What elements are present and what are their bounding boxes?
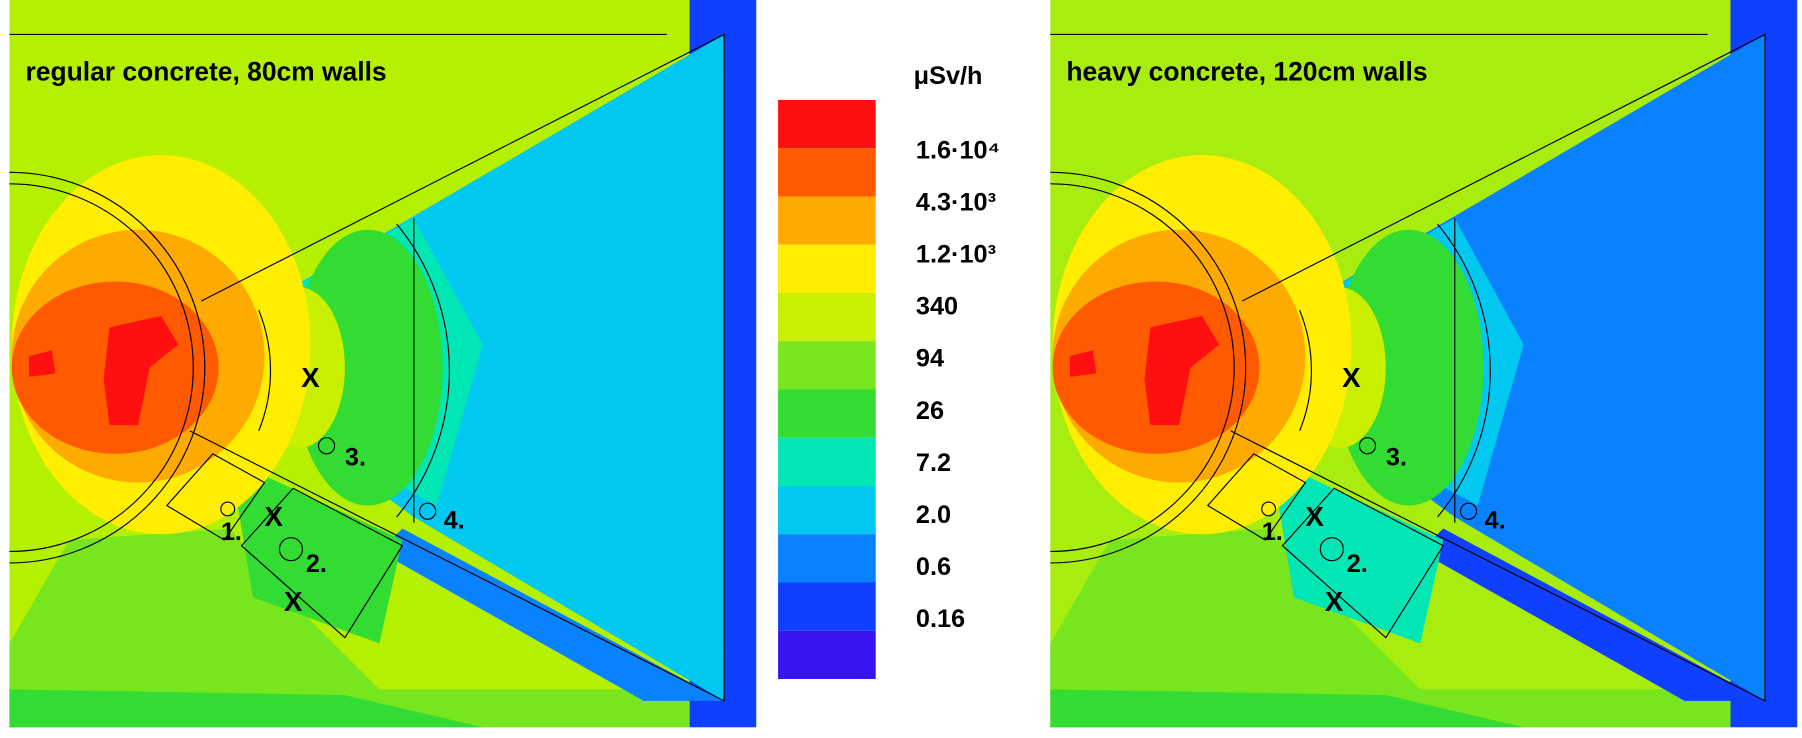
marker-label: 1. (1262, 518, 1283, 546)
marker-label: 2. (1347, 550, 1368, 578)
colorbar-band (778, 244, 876, 293)
wall (1230, 33, 1766, 702)
colorbar-label: 1.2·10³ (916, 241, 996, 269)
marker-label: 4. (1485, 506, 1506, 534)
region (9, 689, 483, 728)
marker-circle (1319, 537, 1344, 562)
region (28, 315, 179, 426)
wall (258, 309, 272, 432)
colorbar-band (778, 292, 876, 342)
colorbar-label: 0.16 (916, 605, 965, 633)
colorbar-band (778, 485, 876, 535)
marker-label: 3. (345, 443, 366, 471)
colorbar-label: 7.2 (916, 449, 951, 477)
x-label: X (1342, 362, 1361, 393)
wall (189, 33, 725, 702)
colorbar-label: 4.3·10³ (916, 189, 996, 217)
wall (165, 453, 266, 541)
wall (1050, 183, 1235, 553)
marker-label: 3. (1386, 443, 1407, 471)
wall (1206, 453, 1307, 541)
wall (1437, 223, 1491, 518)
colorbar-band (778, 534, 876, 583)
colorbar: μSv/h 1.6·10⁴ 4.3·10³ 1.2·10³ 340 94 26 7.2 2.0… (778, 62, 1000, 680)
colorbar-label: 1.6·10⁴ (916, 137, 1000, 165)
panel-title: heavy concrete, 120cm walls (1066, 56, 1427, 86)
colorbar-band (778, 99, 876, 149)
region (9, 528, 690, 728)
colorbar-label: 26 (916, 397, 944, 425)
region (230, 459, 403, 644)
dose-map: heavy concrete, 120cm walls X X X 1. 2. 3. 4. (1050, 0, 1798, 728)
colorbar-band (778, 389, 876, 438)
wall (396, 223, 450, 518)
region (1050, 528, 1731, 728)
colorbar-band (778, 582, 876, 631)
marker-circle (1261, 501, 1277, 517)
colorbar-label: 340 (916, 293, 958, 321)
wall (1281, 487, 1445, 639)
region (1334, 229, 1484, 506)
region (253, 34, 725, 701)
panel-title: regular concrete, 80cm walls (26, 56, 387, 86)
colorbar-band (778, 437, 876, 486)
x-label: X (284, 586, 303, 617)
marker-label: 1. (221, 518, 242, 546)
wall (240, 487, 404, 639)
wall (1299, 309, 1312, 432)
x-label: X (301, 362, 320, 393)
dose-map: regular concrete, 80cm walls X X X 1. 2. 3. 4. (9, 0, 757, 728)
colorbar-band (778, 148, 876, 197)
x-label: X (265, 501, 284, 532)
wall (9, 183, 194, 553)
wall (1050, 171, 1247, 564)
wall (9, 171, 206, 564)
marker-label: 2. (306, 550, 327, 578)
region (293, 229, 443, 506)
marker-label: 4. (444, 506, 465, 534)
region (1069, 315, 1220, 426)
x-label: X (1305, 501, 1324, 532)
marker-circle (317, 437, 336, 455)
region (1050, 689, 1524, 728)
region (1270, 459, 1444, 644)
marker-circle (1358, 437, 1377, 455)
colorbar-band (778, 341, 876, 390)
colorbar-unit: μSv/h (914, 62, 983, 90)
colorbar-label: 2.0 (916, 501, 951, 529)
x-label: X (1325, 586, 1344, 617)
region (1293, 34, 1765, 701)
marker-circle (1459, 502, 1478, 520)
marker-circle (419, 502, 437, 520)
colorbar-label: 0.6 (916, 553, 951, 581)
marker-circle (220, 501, 236, 517)
colorbar-label: 94 (916, 345, 944, 373)
colorbar-band (778, 196, 876, 245)
marker-circle (278, 537, 303, 562)
colorbar-band (778, 630, 876, 680)
